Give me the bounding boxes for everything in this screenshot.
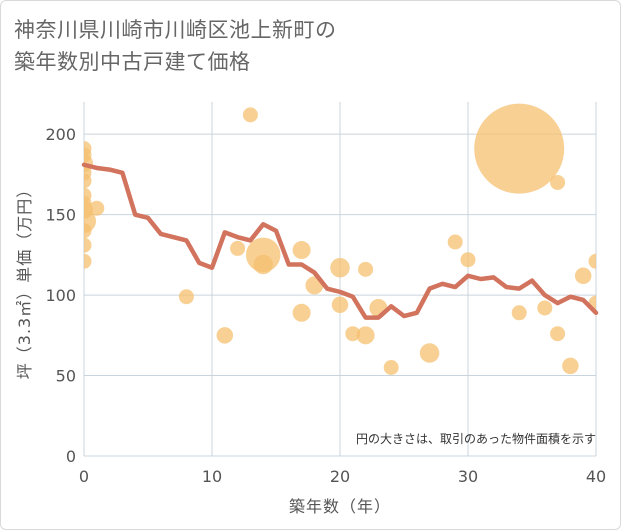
bubble-28 xyxy=(383,360,399,375)
chart-title-line-2: 築年数別中古戸建て価格 xyxy=(14,50,251,74)
bubble-15 xyxy=(230,240,246,256)
x-tick-label-0: 0 xyxy=(79,467,89,486)
x-axis-label: 築年数（年） xyxy=(289,497,391,516)
bubble-29 xyxy=(419,343,440,363)
bubble-12 xyxy=(89,200,105,216)
x-tick-label-4: 40 xyxy=(586,467,606,486)
bubble-4 xyxy=(84,173,92,189)
bubble-16 xyxy=(242,107,258,123)
bubble-18 xyxy=(253,254,273,275)
bubble-38 xyxy=(574,267,592,285)
grid-lines xyxy=(83,102,597,457)
bubble-31 xyxy=(460,252,476,268)
y-tick-label-3: 150 xyxy=(45,206,76,225)
y-tick-label-2: 100 xyxy=(45,286,76,305)
y-tick-label-0: 0 xyxy=(66,447,76,466)
bubble-9 xyxy=(84,223,92,239)
x-tick-label-1: 10 xyxy=(202,467,222,486)
bubble-14 xyxy=(216,327,234,344)
bubble-23 xyxy=(331,296,349,313)
x-tick-label-3: 30 xyxy=(458,467,478,486)
bubble-layer xyxy=(84,103,596,375)
bubble-33 xyxy=(511,305,527,321)
size-legend-note: 円の大きさは、取引のあった物件面積を示す xyxy=(356,431,596,446)
y-tick-label-1: 50 xyxy=(56,367,76,386)
bubble-34 xyxy=(537,300,553,316)
bubble-26 xyxy=(356,326,375,345)
bubble-39 xyxy=(588,253,596,269)
bubble-32 xyxy=(474,103,565,194)
bubble-20 xyxy=(292,303,311,322)
y-axis-label: 坪（3.3㎡）単価（万円） xyxy=(15,181,34,379)
average-price-trend-line xyxy=(81,162,599,320)
bubble-13 xyxy=(178,289,194,305)
bubble-22 xyxy=(330,257,350,278)
trend-line-layer xyxy=(81,162,599,320)
tick-labels: 0 50 100 150 200 0 10 20 30 40 xyxy=(45,125,606,486)
chart-title-line-1: 神奈川県川崎市川崎区池上新町の xyxy=(14,18,337,42)
bubble-11 xyxy=(84,253,92,269)
bubble-25 xyxy=(358,261,374,277)
bubble-35 xyxy=(550,174,566,190)
bubble-19 xyxy=(292,241,311,260)
bubble-24 xyxy=(345,326,361,342)
bubble-10 xyxy=(84,237,92,253)
x-tick-label-2: 20 xyxy=(330,467,350,486)
y-tick-label-4: 200 xyxy=(45,125,76,144)
bubble-30 xyxy=(447,234,463,250)
bubble-37 xyxy=(562,357,579,375)
bubble-36 xyxy=(550,326,566,342)
chart-title: 神奈川県川崎市川崎区池上新町の 築年数別中古戸建て価格 xyxy=(14,14,604,78)
